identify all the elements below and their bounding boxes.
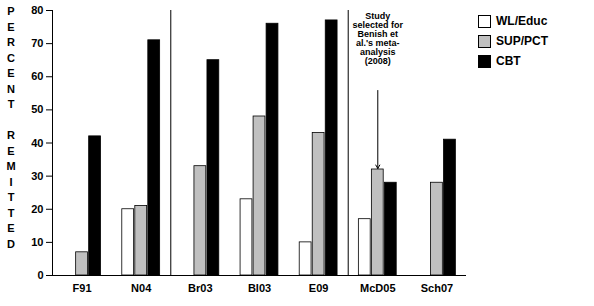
html-text:E: E [7,222,15,234]
html-text:E: E [7,67,15,79]
html-text:I: I [9,175,13,188]
html-text:R: R [7,36,15,48]
html-text:N: N [7,82,15,95]
html-text:T: T [7,98,15,110]
html-text:SUP/PCT: SUP/PCT [496,34,548,48]
html-text:M: M [6,160,16,172]
html-text:D: D [7,237,15,250]
svg-text:F91: F91 [73,282,92,294]
svg-text:40: 40 [31,137,43,149]
html-text:T: T [7,191,15,203]
svg-text:Studyselected forBenish etal.': Studyselected forBenish etal.'s meta-ana… [353,11,404,66]
html-text:T: T [7,206,15,219]
html-text:E: E [7,20,15,33]
svg-text:Br03: Br03 [188,282,212,294]
svg-text:E09: E09 [309,282,329,294]
html-text:CBT: CBT [496,54,521,68]
svg-text:0: 0 [37,269,43,281]
svg-text:30: 30 [31,170,43,182]
svg-text:N04: N04 [131,282,152,294]
svg-text:20: 20 [31,203,43,215]
svg-text:Bl03: Bl03 [248,282,271,294]
html-text:E: E [7,144,15,157]
html-text:C: C [7,51,15,64]
html-text:WL/Educ: WL/Educ [496,14,548,28]
html-text:R: R [7,129,15,141]
svg-text:10: 10 [31,236,43,248]
svg-text:50: 50 [31,103,43,115]
svg-text:McD05: McD05 [360,282,395,294]
svg-text:80: 80 [31,4,43,16]
svg-text:70: 70 [31,37,43,49]
html-text:P: P [7,5,15,17]
svg-text:60: 60 [31,70,43,82]
svg-text:Sch07: Sch07 [421,282,453,294]
